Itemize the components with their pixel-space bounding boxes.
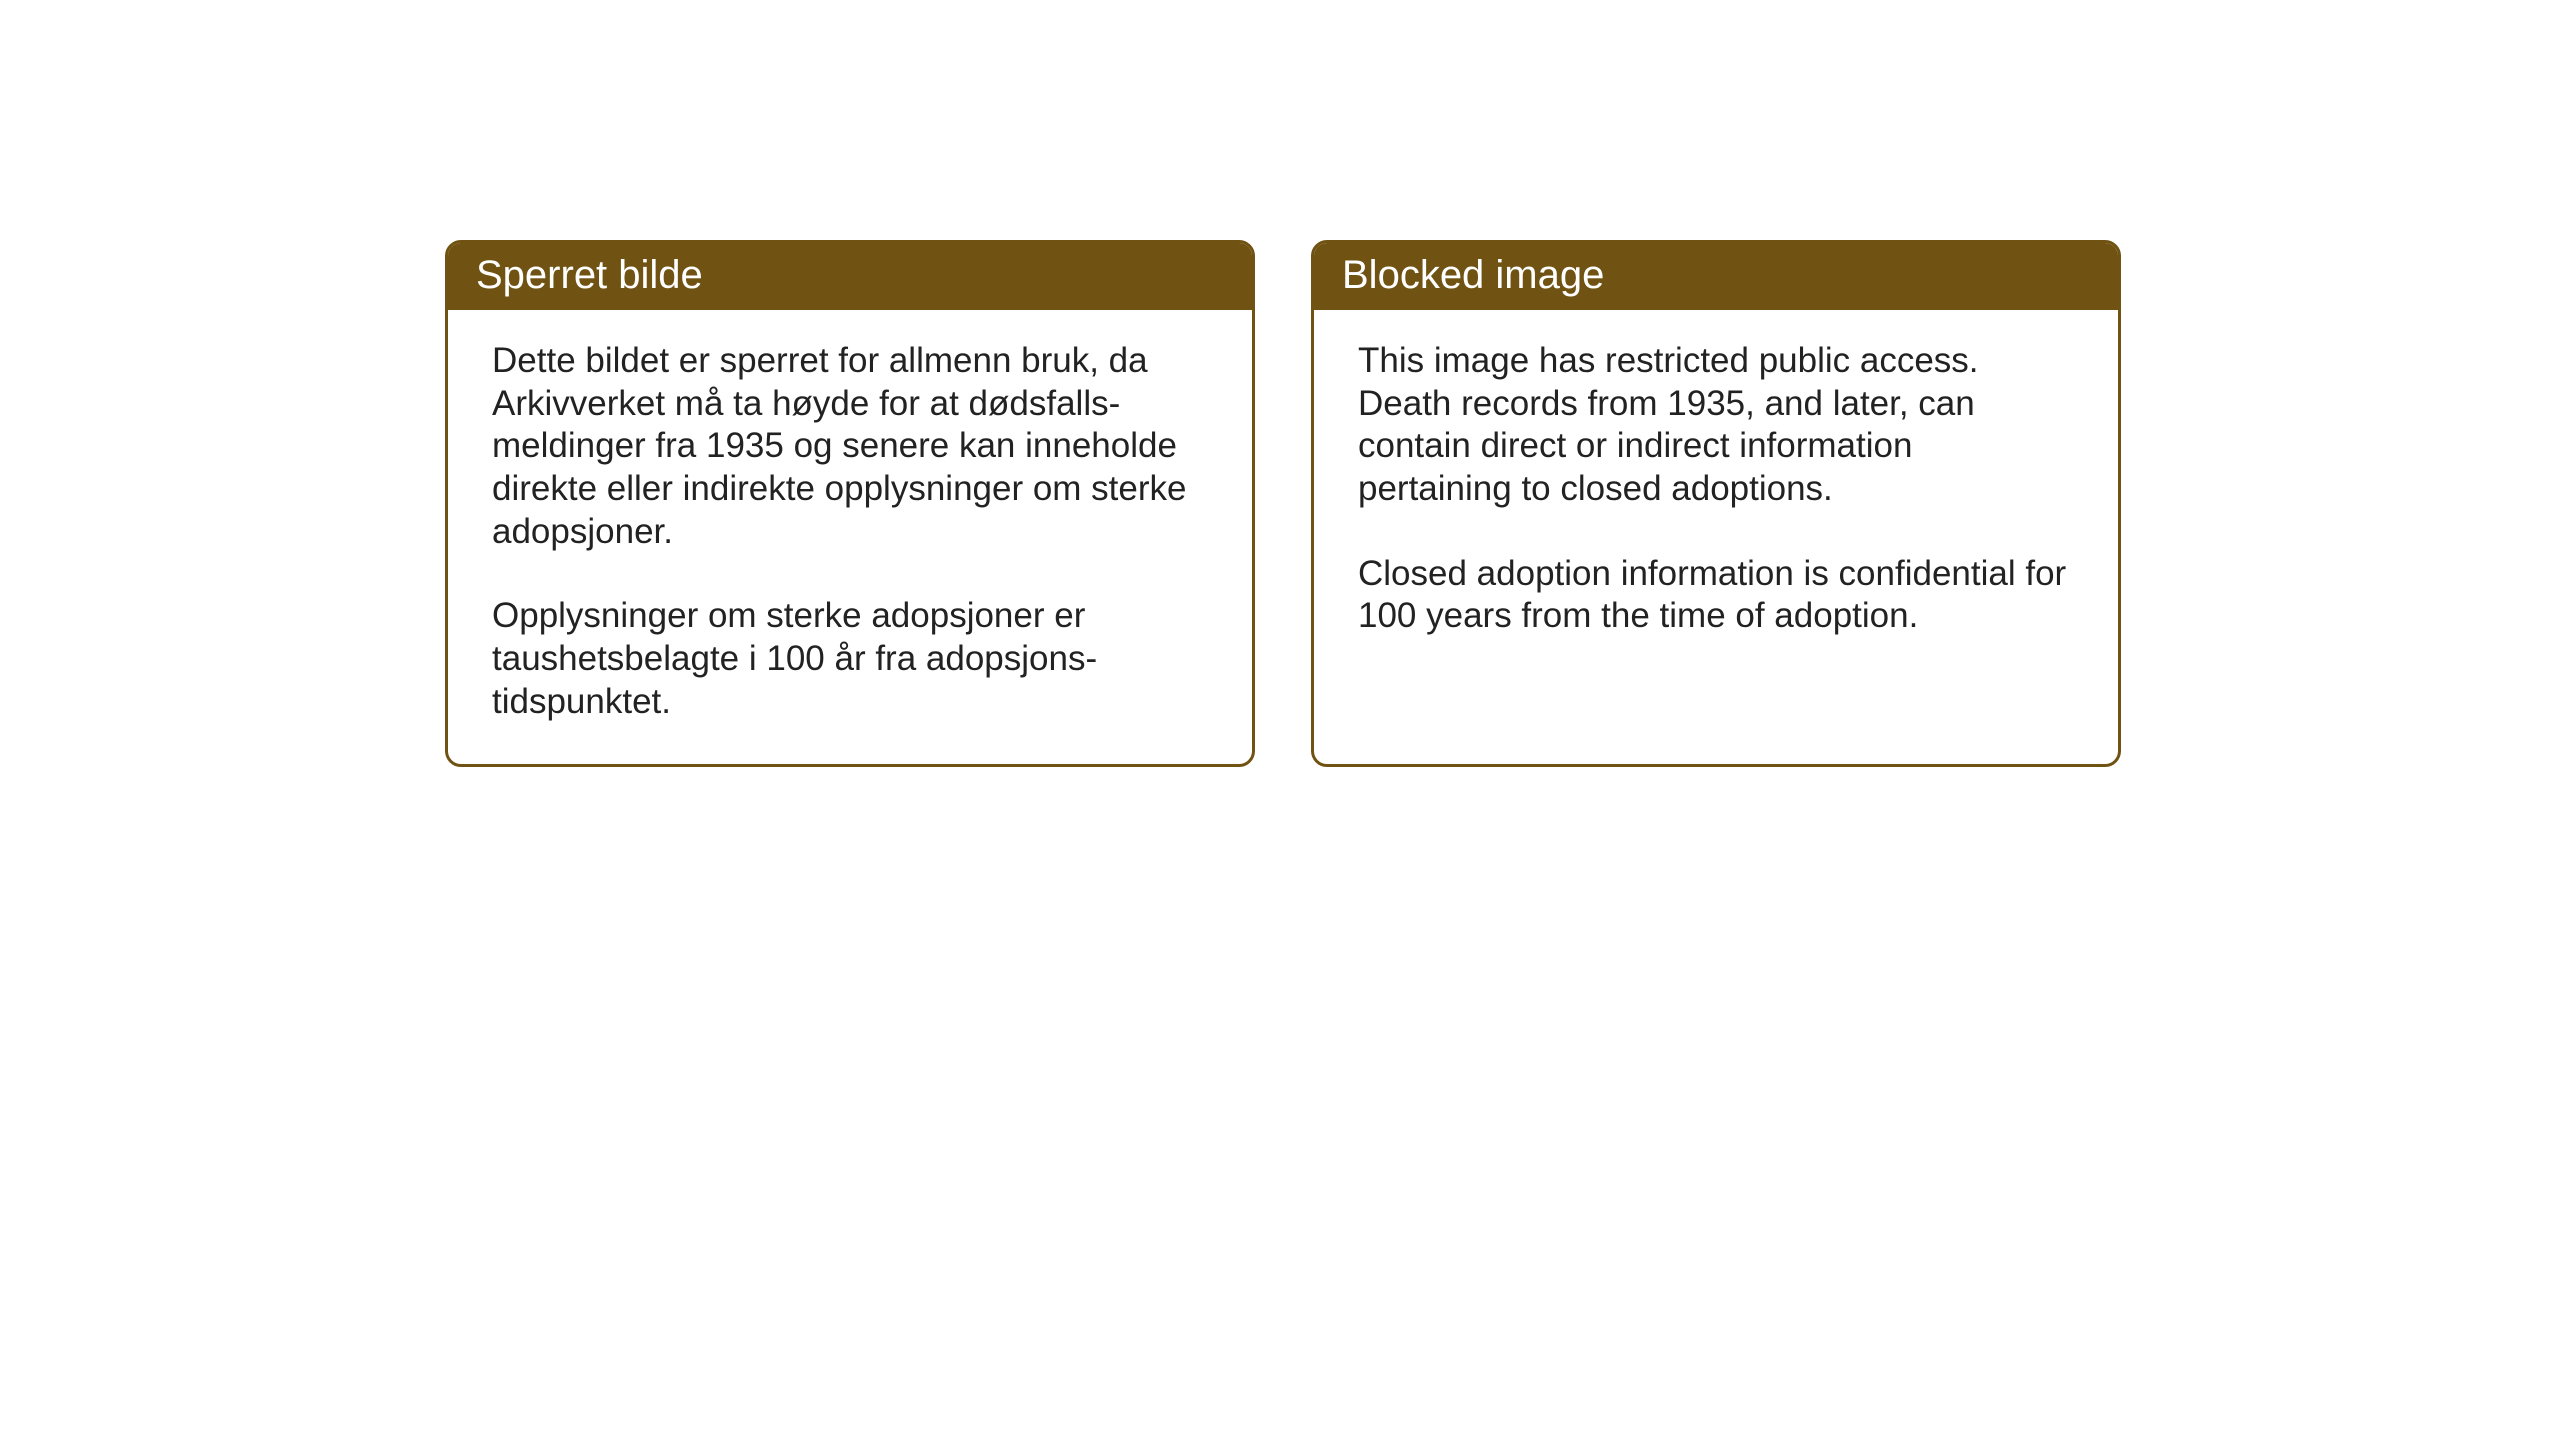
- notice-body-english: This image has restricted public access.…: [1314, 310, 2118, 730]
- notice-header-norwegian: Sperret bilde: [448, 243, 1252, 310]
- notice-paragraph-1-norwegian: Dette bildet er sperret for allmenn bruk…: [492, 340, 1208, 553]
- notice-title-norwegian: Sperret bilde: [476, 253, 703, 297]
- notice-paragraph-1-english: This image has restricted public access.…: [1358, 340, 2074, 511]
- notice-body-norwegian: Dette bildet er sperret for allmenn bruk…: [448, 310, 1252, 764]
- notice-paragraph-2-norwegian: Opplysninger om sterke adopsjoner er tau…: [492, 595, 1208, 723]
- notice-box-english: Blocked image This image has restricted …: [1311, 240, 2121, 767]
- notice-header-english: Blocked image: [1314, 243, 2118, 310]
- notice-box-norwegian: Sperret bilde Dette bildet er sperret fo…: [445, 240, 1255, 767]
- notice-paragraph-2-english: Closed adoption information is confident…: [1358, 553, 2074, 638]
- notice-title-english: Blocked image: [1342, 253, 1604, 297]
- notice-container: Sperret bilde Dette bildet er sperret fo…: [445, 240, 2121, 767]
